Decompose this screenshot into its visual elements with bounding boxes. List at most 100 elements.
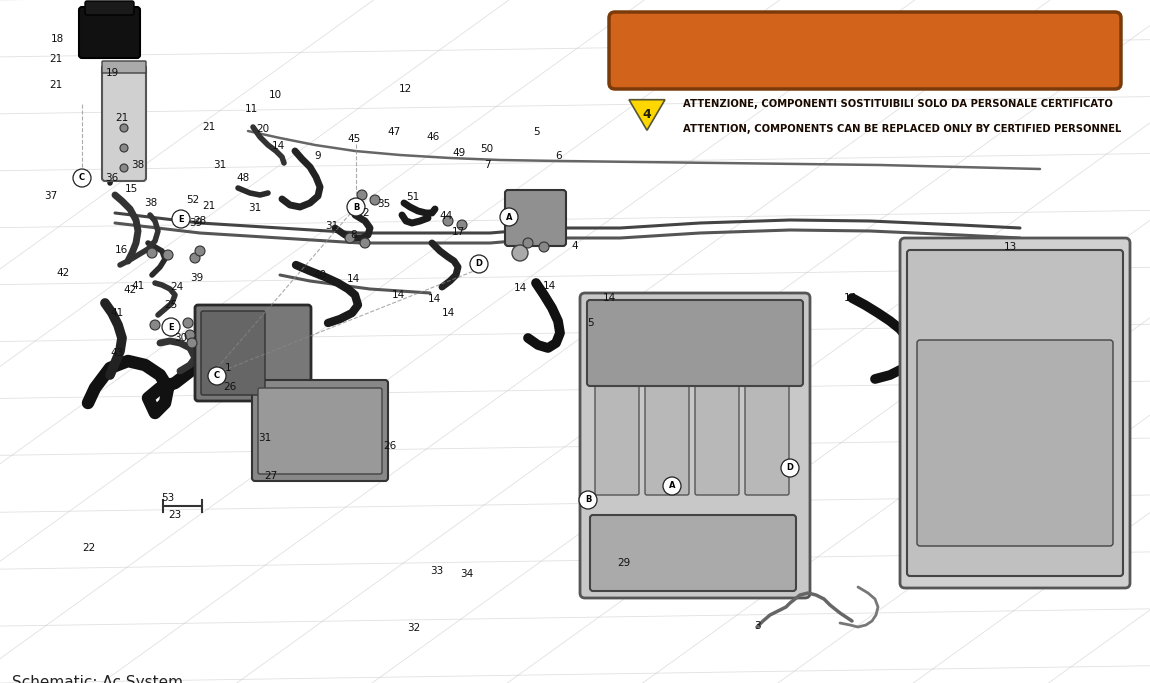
Text: 43: 43 <box>110 348 124 358</box>
Text: ATTENTION, COMPONENTS CAN BE REPLACED ONLY BY CERTIFIED PERSONNEL: ATTENTION, COMPONENTS CAN BE REPLACED ON… <box>683 124 1121 133</box>
Circle shape <box>512 245 528 261</box>
Text: 26: 26 <box>383 441 397 451</box>
Text: 14: 14 <box>442 308 454 318</box>
Circle shape <box>183 318 193 328</box>
Text: 47: 47 <box>388 127 400 137</box>
Text: 20: 20 <box>256 124 269 134</box>
Text: 39: 39 <box>191 273 204 283</box>
Text: 18: 18 <box>51 34 63 44</box>
Text: 48: 48 <box>237 173 250 183</box>
Text: 50: 50 <box>481 144 493 154</box>
Text: 33: 33 <box>430 566 444 576</box>
Text: 9: 9 <box>315 151 321 161</box>
FancyBboxPatch shape <box>258 388 382 474</box>
Text: 14: 14 <box>391 290 405 300</box>
Text: D: D <box>475 260 483 268</box>
Text: 25: 25 <box>164 300 177 310</box>
Circle shape <box>163 250 172 260</box>
FancyBboxPatch shape <box>595 371 639 495</box>
Text: 29: 29 <box>618 558 630 568</box>
Text: 22: 22 <box>83 543 95 553</box>
Circle shape <box>500 208 518 226</box>
Circle shape <box>664 477 681 495</box>
Text: 14: 14 <box>271 141 285 151</box>
Text: 53: 53 <box>161 493 175 503</box>
Circle shape <box>162 318 181 336</box>
Text: 41: 41 <box>131 281 145 291</box>
Text: 30: 30 <box>175 333 187 343</box>
FancyBboxPatch shape <box>900 238 1130 588</box>
Text: 32: 32 <box>407 623 421 633</box>
FancyBboxPatch shape <box>610 12 1121 89</box>
Circle shape <box>370 195 380 205</box>
Text: 31: 31 <box>259 433 271 443</box>
FancyBboxPatch shape <box>580 293 810 598</box>
Circle shape <box>539 242 549 252</box>
Text: 31: 31 <box>214 160 227 170</box>
Text: 21: 21 <box>115 113 129 123</box>
Text: 8: 8 <box>351 230 358 240</box>
Text: 46: 46 <box>427 132 439 142</box>
Circle shape <box>523 238 532 248</box>
Text: C: C <box>79 173 85 182</box>
Text: 7: 7 <box>484 160 490 170</box>
Text: 31: 31 <box>248 203 262 213</box>
Text: 14: 14 <box>543 281 555 291</box>
Text: 3: 3 <box>753 621 760 631</box>
Circle shape <box>360 238 370 248</box>
Text: 6: 6 <box>555 151 562 161</box>
FancyBboxPatch shape <box>695 371 739 495</box>
Text: 40: 40 <box>314 270 327 280</box>
Circle shape <box>347 198 365 216</box>
Circle shape <box>147 248 158 258</box>
Text: 14: 14 <box>513 283 527 293</box>
FancyBboxPatch shape <box>590 515 796 591</box>
FancyBboxPatch shape <box>505 190 566 246</box>
Text: E: E <box>168 322 174 331</box>
Text: 26: 26 <box>223 382 237 392</box>
Text: 20: 20 <box>107 35 120 45</box>
FancyBboxPatch shape <box>917 340 1113 546</box>
Text: 5: 5 <box>586 318 593 328</box>
FancyBboxPatch shape <box>102 61 146 73</box>
Circle shape <box>356 190 367 200</box>
Text: 21: 21 <box>49 54 62 64</box>
Text: 28: 28 <box>193 216 207 226</box>
Circle shape <box>150 320 160 330</box>
Text: 38: 38 <box>131 160 145 170</box>
Circle shape <box>578 491 597 509</box>
Text: 16: 16 <box>114 245 128 255</box>
Text: 44: 44 <box>439 211 453 221</box>
Circle shape <box>457 220 467 230</box>
Text: 14: 14 <box>346 274 360 284</box>
FancyBboxPatch shape <box>196 305 310 401</box>
Circle shape <box>443 216 453 226</box>
Text: A: A <box>669 482 675 490</box>
Text: 11: 11 <box>244 104 258 114</box>
Text: 10: 10 <box>268 90 282 100</box>
Text: B: B <box>585 495 591 505</box>
Text: A: A <box>506 212 512 221</box>
Text: 19: 19 <box>106 68 118 78</box>
FancyBboxPatch shape <box>79 7 140 58</box>
Text: 2: 2 <box>362 208 369 218</box>
Text: 14: 14 <box>428 294 440 304</box>
Text: ATTENZIONE, COMPONENTI SOSTITUIBILI SOLO DA PERSONALE CERTIFICATO: ATTENZIONE, COMPONENTI SOSTITUIBILI SOLO… <box>683 100 1113 109</box>
Text: 1: 1 <box>224 363 231 373</box>
FancyBboxPatch shape <box>201 311 264 395</box>
Text: 38: 38 <box>145 198 158 208</box>
Circle shape <box>196 246 205 256</box>
Text: 52: 52 <box>186 195 200 205</box>
Text: 49: 49 <box>452 148 466 158</box>
Text: 42: 42 <box>56 268 70 278</box>
Text: 37: 37 <box>45 191 58 201</box>
FancyBboxPatch shape <box>745 371 789 495</box>
Text: 21: 21 <box>202 201 216 211</box>
Circle shape <box>72 169 91 187</box>
Text: 31: 31 <box>325 221 338 231</box>
Text: C: C <box>214 372 220 380</box>
Circle shape <box>208 367 227 385</box>
Text: 41: 41 <box>110 308 124 318</box>
Text: D: D <box>787 464 793 473</box>
Text: 14: 14 <box>603 293 615 303</box>
